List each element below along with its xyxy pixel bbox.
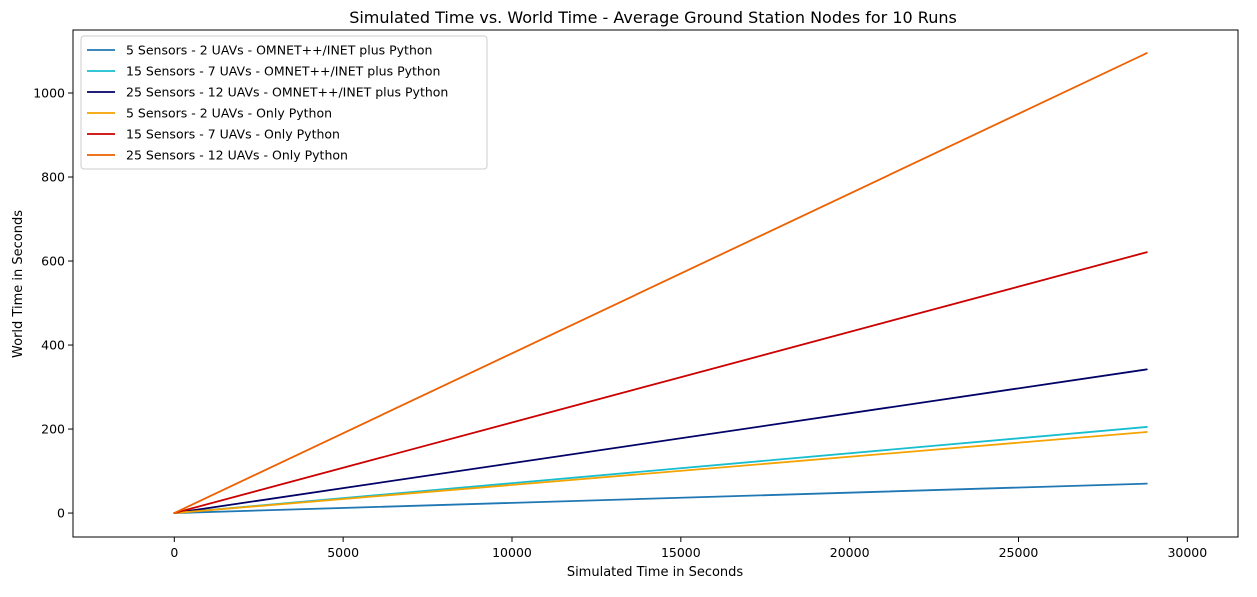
y-tick-label: 800 [41, 170, 65, 185]
x-tick-label: 0 [170, 545, 178, 560]
y-tick-label: 1000 [33, 86, 65, 101]
legend-entry-label: 15 Sensors - 7 UAVs - Only Python [126, 127, 340, 142]
legend-entry-label: 25 Sensors - 12 UAVs - Only Python [126, 148, 348, 163]
legend: 5 Sensors - 2 UAVs - OMNET++/INET plus P… [80, 35, 488, 170]
series-line-1 [173, 482, 1148, 514]
plot-area-frame [72, 29, 1239, 538]
y-tick-label: 600 [41, 254, 65, 269]
legend-entry-label: 15 Sensors - 7 UAVs - OMNET++/INET plus … [126, 64, 440, 79]
y-tick-label: 200 [41, 422, 65, 437]
legend-frame [80, 35, 488, 170]
x-tick-label: 30000 [1167, 545, 1207, 560]
x-tick-label: 25000 [999, 545, 1039, 560]
chart-title: Simulated Time vs. World Time - Average … [349, 8, 957, 27]
legend-entry-label: 25 Sensors - 12 UAVs - OMNET++/INET plus… [126, 85, 448, 100]
series-line-4 [173, 431, 1148, 514]
y-tick-label: 400 [41, 338, 65, 353]
x-tick-label: 5000 [327, 545, 359, 560]
y-tick-label: 0 [57, 506, 65, 521]
y-axis-label: World Time in Seconds [11, 210, 26, 358]
x-axis-label: Simulated Time in Seconds [567, 565, 744, 580]
series-line-3 [173, 368, 1148, 514]
series-line-6 [173, 52, 1148, 514]
x-axis-ticks: 0 5000 10000 15000 20000 25000 30000 [170, 537, 1207, 560]
x-tick-label: 15000 [661, 545, 701, 560]
x-tick-label: 10000 [492, 545, 532, 560]
y-axis-ticks: 0 200 400 600 800 1000 [33, 86, 73, 521]
series-layer [173, 52, 1148, 514]
legend-entry-label: 5 Sensors - 2 UAVs - OMNET++/INET plus P… [126, 43, 432, 58]
legend-entry-label: 5 Sensors - 2 UAVs - Only Python [126, 106, 332, 121]
x-tick-label: 20000 [830, 545, 870, 560]
series-line-5 [173, 251, 1148, 514]
